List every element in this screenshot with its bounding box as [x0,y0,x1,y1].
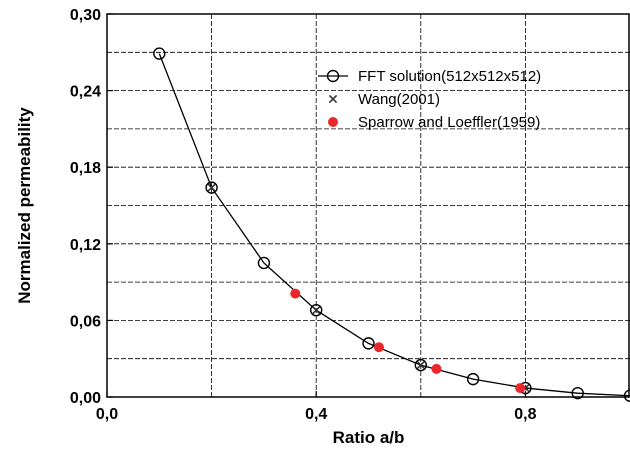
series-0-line [158,53,630,397]
series-0-point-9 [623,389,630,402]
series-2 [290,288,526,394]
x-tick-label-1: 0,4 [305,406,327,423]
series-0-point-2 [257,256,271,270]
ticks: 0,0 0,4 0,8 0,00 0,06 0,12 0,18 0,24 0,30 [70,7,537,423]
series-0-point-4 [362,337,375,350]
x-tick-label-0: 0,0 [96,406,118,423]
grid [107,14,630,397]
legend-item-1: Wang(2001) [328,91,440,108]
series-0-point-5 [414,358,427,372]
series-2-point-2 [431,363,442,374]
series-0-point-1 [205,181,218,194]
x-axis-title: Ratio a/b [333,428,405,447]
y-axis-title: Normalized permeability [15,107,34,304]
legend-label-1: Wang(2001) [358,91,440,108]
y-tick-label-5: 0,30 [70,7,101,24]
legend-marker-0 [326,69,340,83]
legend-marker-1 [328,94,338,104]
y-tick-label-1: 0,06 [70,313,101,330]
series-0-point-0 [153,47,166,60]
y-tick-label-2: 0,12 [70,237,101,254]
x-tick-label-2: 0,8 [514,406,536,423]
series-2-point-3 [515,383,526,394]
legend-label-2: Sparrow and Loeffler(1959) [358,114,540,131]
legend-item-0: FFT solution(512x512x512) [318,68,541,85]
legend: FFT solution(512x512x512) Wang(2001) Sparr… [318,68,541,131]
series-2-point-0 [290,288,301,299]
series-1-point-2 [416,360,425,370]
series-1 [207,183,530,393]
series-1-point-0 [207,183,216,192]
y-tick-label-0: 0,00 [70,390,101,407]
series-0-point-8 [571,386,584,400]
legend-marker-2 [328,117,338,127]
y-tick-label-3: 0,18 [70,160,101,177]
series-0-point-3 [310,303,323,317]
series-1-point-1 [312,306,321,315]
series-0-point-6 [466,372,480,386]
plot-frame [106,13,630,398]
legend-item-2: Sparrow and Loeffler(1959) [328,114,540,131]
y-tick-label-4: 0,24 [70,84,101,101]
series-2-point-1 [373,342,384,353]
legend-label-0: FFT solution(512x512x512) [358,68,541,85]
